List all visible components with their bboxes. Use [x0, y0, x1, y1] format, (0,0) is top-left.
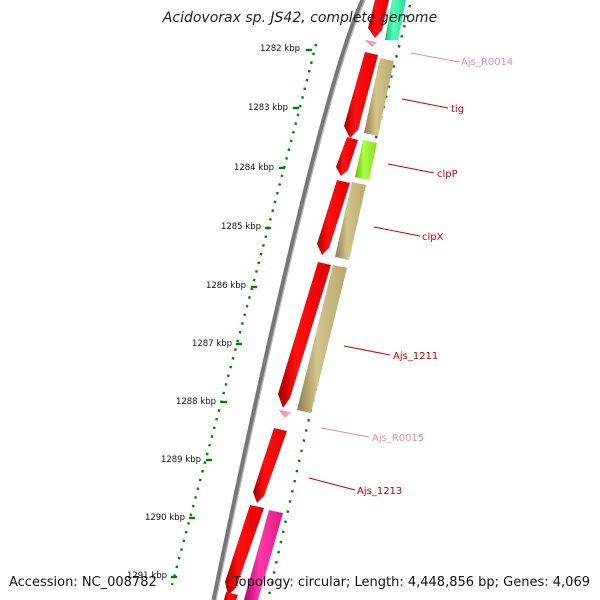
label-lines	[308, 52, 460, 491]
rna-arrow-Ajs_R0014[interactable]	[365, 40, 378, 47]
cds-arrow-Ajs_1211[interactable]	[278, 262, 331, 408]
scale-label-1286: 1286 kbp	[206, 281, 246, 291]
scale-track	[170, 43, 318, 586]
scale-label-1290: 1290 kbp	[145, 513, 185, 523]
feature-label-Ajs_1211[interactable]: Ajs_1211	[393, 351, 438, 362]
feature-label-Ajs_R0015[interactable]: Ajs_R0015	[372, 433, 424, 444]
scale-label-1287: 1287 kbp	[192, 339, 232, 349]
scale-label-1291: 1291 kbp	[127, 571, 167, 581]
feature-label-clpP[interactable]: clpP	[437, 169, 458, 180]
cds-arrow[interactable]	[368, 0, 389, 38]
cog-track	[244, 0, 406, 600]
cog-bar-magenta[interactable]	[244, 510, 283, 600]
scale-label-1289: 1289 kbp	[161, 455, 201, 465]
cds-arrow[interactable]	[224, 592, 238, 600]
cds-arrow[interactable]	[225, 505, 264, 595]
scale-tick-group	[171, 48, 312, 579]
feature-label-tig[interactable]: tig	[451, 104, 464, 115]
rna-arrow-Ajs_R0015[interactable]	[279, 410, 292, 418]
feature-track	[266, 4, 412, 600]
cds-arrow-clpX[interactable]	[317, 180, 350, 255]
scale-labels: 1282 kbp 1283 kbp 1284 kbp 1285 kbp 1286…	[127, 44, 300, 581]
backbone-outer	[211, 0, 366, 600]
scale-label-1282: 1282 kbp	[260, 44, 300, 54]
cog-bar-tig[interactable]	[364, 58, 394, 136]
cds-track	[224, 0, 389, 600]
cog-bar-clpP[interactable]	[355, 140, 377, 180]
rna-track	[279, 40, 378, 418]
feature-labels: Ajs_R0014 tig clpP clpX Ajs_1211 Ajs_R00…	[357, 57, 513, 497]
cds-arrow-tig[interactable]	[344, 52, 378, 138]
map-title: Acidovorax sp. JS42, complete genome	[162, 10, 438, 26]
cog-bar-teal[interactable]	[385, 0, 406, 40]
feature-label-Ajs_1213[interactable]: Ajs_1213	[357, 486, 402, 497]
backbone-highlight	[215, 0, 366, 600]
cog-bar-Ajs_1211[interactable]	[297, 265, 347, 413]
accession-text: Accession: NC_008782	[9, 575, 157, 590]
feature-label-Ajs_R0014[interactable]: Ajs_R0014	[461, 57, 513, 68]
feature-label-clpX[interactable]: clpX	[422, 232, 444, 243]
genome-summary-text: Topology: circular; Length: 4,448,856 bp…	[232, 575, 590, 590]
scale-label-1283: 1283 kbp	[248, 103, 288, 113]
cds-arrow-clpP[interactable]	[336, 137, 358, 176]
scale-label-1285: 1285 kbp	[221, 222, 261, 232]
scale-label-1288: 1288 kbp	[176, 397, 216, 407]
scale-label-1284: 1284 kbp	[234, 163, 274, 173]
cds-arrow-Ajs_1213[interactable]	[253, 428, 287, 503]
cog-bar-clpX[interactable]	[335, 182, 366, 260]
